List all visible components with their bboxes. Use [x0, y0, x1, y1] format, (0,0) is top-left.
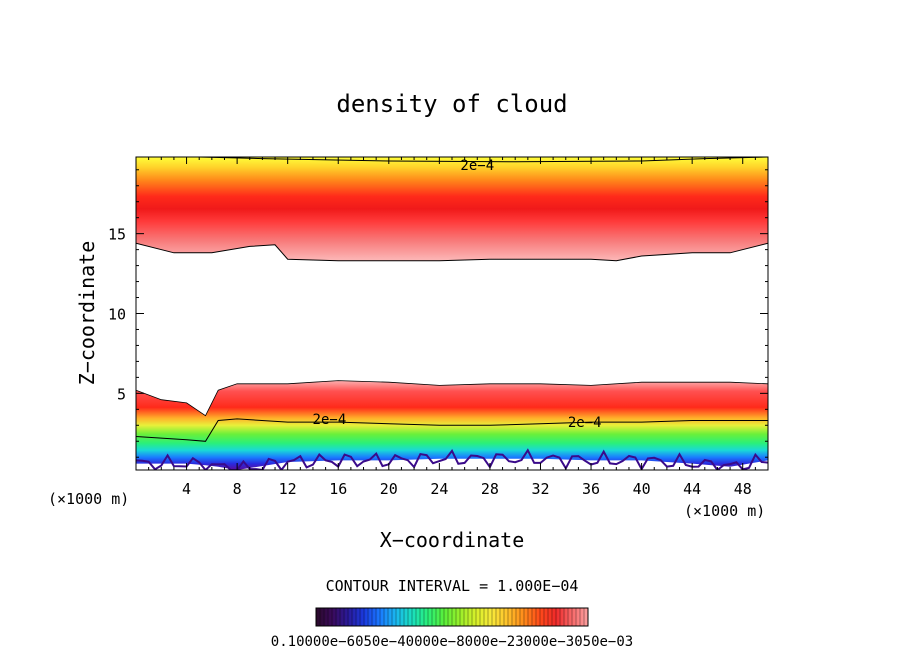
y-axis-label: Z−coordinate: [75, 241, 99, 386]
x-tick-label: 36: [582, 480, 600, 498]
colorbar-frame: [315, 607, 589, 627]
colorbar-labels: 0.10000e−6050e−40000e−8000e−23000e−3050e…: [271, 634, 633, 650]
x-tick-label: 16: [329, 480, 347, 498]
upper-cloud-layer: [136, 157, 768, 261]
contour-line-upper: [136, 242, 768, 262]
x-tick-label: 12: [279, 480, 297, 498]
contour-label: 2e−4: [313, 412, 347, 428]
colorbar-divisions: [319, 608, 585, 626]
x-axis-label: X−coordinate: [380, 528, 525, 552]
x-tick-label: 8: [233, 480, 242, 498]
lower-cloud-base-texture: [136, 448, 768, 470]
contour-interval: CONTOUR INTERVAL = 1.000E−04: [326, 577, 579, 595]
x-tick-label: 24: [430, 480, 448, 498]
x-tick-label: 40: [633, 480, 651, 498]
colorbar: [315, 607, 589, 627]
x-unit-left: (×1000 m): [48, 490, 129, 508]
contour-line-lower-top: [136, 380, 768, 417]
y-tick-label: 15: [108, 226, 126, 244]
chart-title: density of cloud: [336, 90, 567, 118]
contour-label: 2e−4: [568, 415, 602, 431]
y-tick-label: 10: [108, 306, 126, 324]
contour-line-lower: [136, 418, 768, 442]
x-tick-label: 44: [683, 480, 701, 498]
x-tick-label: 28: [481, 480, 499, 498]
x-tick-label: 32: [531, 480, 549, 498]
y-tick-label: 5: [117, 385, 126, 403]
plot-area: 2e−4 2e−4 2e−4: [136, 157, 768, 470]
contour-labels: 2e−4 2e−4 2e−4: [313, 158, 602, 431]
x-axis-ticks: 4 8 12 16 20 24 28 32 36 40 44 48: [135, 157, 769, 498]
contour-label: 2e−4: [460, 158, 494, 174]
x-unit-right: (×1000 m): [684, 502, 765, 520]
y-axis-ticks: 5 10 15: [108, 169, 768, 458]
x-tick-label: 4: [182, 480, 191, 498]
x-tick-label: 20: [380, 480, 398, 498]
x-tick-label: 48: [734, 480, 752, 498]
